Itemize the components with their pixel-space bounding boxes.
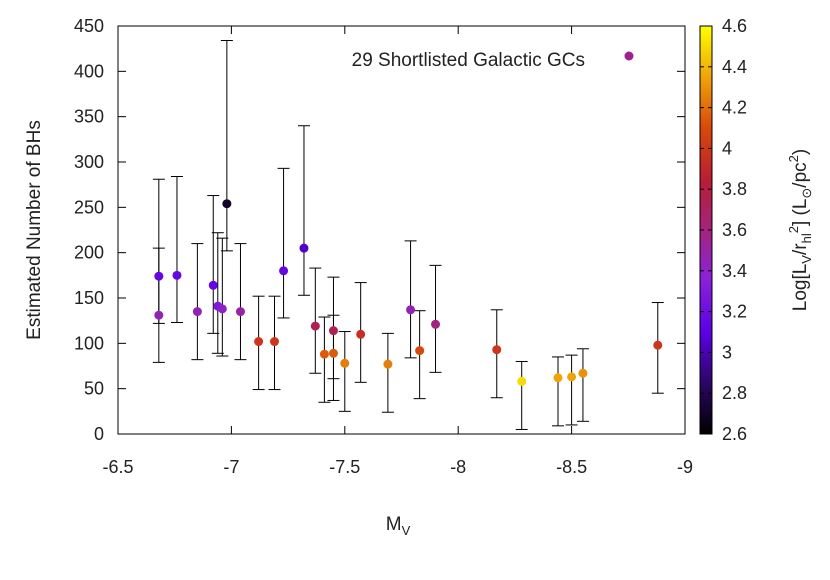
y-tick-label: 50 xyxy=(84,379,104,399)
colorbar-tick-label: 4.2 xyxy=(722,98,747,118)
error-bar xyxy=(277,167,290,319)
error-bar xyxy=(551,356,564,427)
data-point xyxy=(319,349,329,359)
x-axis-ticks: -6.5 -7 -7.5 -8 -8.5 -9 xyxy=(102,26,693,477)
data-point xyxy=(192,307,202,317)
y-tick-label: 100 xyxy=(74,333,104,353)
data-point xyxy=(154,271,164,281)
colorbar-tick-label: 4.4 xyxy=(722,57,747,77)
y-tick-label: 200 xyxy=(74,243,104,263)
data-point xyxy=(269,337,279,347)
y-axis-label: Estimated Number of BHs xyxy=(24,120,45,340)
x-tick-label: -8.5 xyxy=(556,457,587,477)
data-point xyxy=(208,280,218,290)
data-point xyxy=(517,376,527,386)
data-point xyxy=(310,321,320,331)
x-tick-label: -7.5 xyxy=(329,457,360,477)
x-tick-label: -8 xyxy=(450,457,466,477)
error-bars xyxy=(152,40,664,430)
y-tick-label: 250 xyxy=(74,197,104,217)
data-point xyxy=(328,348,338,358)
y-axis-ticks: 0 50 100 150 200 250 300 350 400 450 xyxy=(74,16,685,444)
error-bar xyxy=(381,332,394,413)
colorbar-tick-label: 3.6 xyxy=(722,220,747,240)
data-point xyxy=(356,329,366,339)
colorbar-tick-label: 3.8 xyxy=(722,179,747,199)
error-bar xyxy=(170,176,183,323)
data-points xyxy=(154,199,663,386)
colorbar-tick-label: 3 xyxy=(722,342,732,362)
data-point xyxy=(431,319,441,329)
data-point xyxy=(553,373,563,383)
error-bar xyxy=(211,232,224,354)
data-point xyxy=(217,304,227,314)
x-tick-label: -7 xyxy=(223,457,239,477)
data-point xyxy=(279,266,289,276)
x-tick-label: -6.5 xyxy=(102,457,133,477)
colorbar-tick-label: 4 xyxy=(722,138,732,158)
y-tick-label: 450 xyxy=(74,16,104,36)
x-tick-label: -9 xyxy=(677,457,693,477)
data-point xyxy=(567,372,577,382)
error-bar xyxy=(404,240,417,359)
data-point xyxy=(340,358,350,368)
data-point xyxy=(383,359,393,369)
error-bar xyxy=(429,264,442,373)
error-bar xyxy=(216,237,229,357)
data-point xyxy=(222,199,232,209)
error-bar xyxy=(338,331,351,412)
error-bar xyxy=(309,267,322,374)
colorbar-label: Log[LV/rhl2] (L⊙/pc2) xyxy=(786,149,814,311)
data-point xyxy=(406,305,416,315)
data-point xyxy=(235,307,245,317)
data-point xyxy=(415,346,425,356)
data-point xyxy=(328,326,338,336)
colorbar-tick-label: 2.6 xyxy=(722,424,747,444)
error-bar xyxy=(207,195,220,334)
error-bar xyxy=(152,178,165,324)
error-bar xyxy=(565,354,578,426)
error-bar xyxy=(515,360,528,430)
colorbar-tick-label: 3.4 xyxy=(722,261,747,281)
legend-marker xyxy=(624,51,634,61)
error-bar xyxy=(234,243,247,361)
colorbar-ticks: 2.6 2.8 3 3.2 3.4 3.6 3.8 4 4.2 4.4 4.6 xyxy=(700,16,747,444)
legend-label: 29 Shortlisted Galactic GCs xyxy=(352,50,585,71)
x-axis-label: MV xyxy=(386,514,411,538)
error-bar xyxy=(318,316,331,403)
colorbar-tick-label: 3.2 xyxy=(722,302,747,322)
data-point xyxy=(154,310,164,320)
y-tick-label: 300 xyxy=(74,152,104,172)
y-tick-label: 0 xyxy=(94,424,104,444)
colorbar-tick-label: 2.8 xyxy=(722,383,747,403)
error-bar xyxy=(191,243,204,361)
data-point xyxy=(254,337,264,347)
data-point xyxy=(299,243,309,253)
y-tick-label: 400 xyxy=(74,61,104,81)
colorbar-tick-label: 4.6 xyxy=(722,16,747,36)
y-tick-label: 150 xyxy=(74,288,104,308)
data-point xyxy=(172,270,182,280)
y-tick-label: 350 xyxy=(74,107,104,127)
data-point xyxy=(578,368,588,378)
error-bar xyxy=(297,125,310,296)
error-bar xyxy=(220,40,233,252)
data-point xyxy=(492,345,502,355)
data-point xyxy=(653,340,663,350)
plot-area-frame xyxy=(117,25,686,435)
error-bar xyxy=(576,348,589,422)
